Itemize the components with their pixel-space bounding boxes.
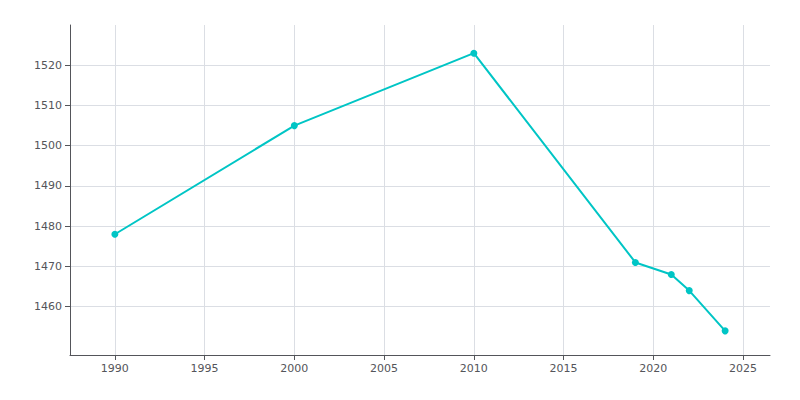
svg-text:1480: 1480 [34,220,62,233]
svg-text:1520: 1520 [34,59,62,72]
svg-text:1490: 1490 [34,179,62,192]
svg-text:2000: 2000 [280,362,308,375]
svg-text:1995: 1995 [191,362,219,375]
svg-text:2015: 2015 [550,362,578,375]
svg-text:2020: 2020 [639,362,667,375]
svg-text:2005: 2005 [370,362,398,375]
svg-text:1990: 1990 [101,362,129,375]
svg-text:1500: 1500 [34,139,62,152]
svg-text:1470: 1470 [34,260,62,273]
svg-text:2010: 2010 [460,362,488,375]
svg-text:1460: 1460 [34,300,62,313]
svg-text:2025: 2025 [729,362,757,375]
svg-text:1510: 1510 [34,99,62,112]
